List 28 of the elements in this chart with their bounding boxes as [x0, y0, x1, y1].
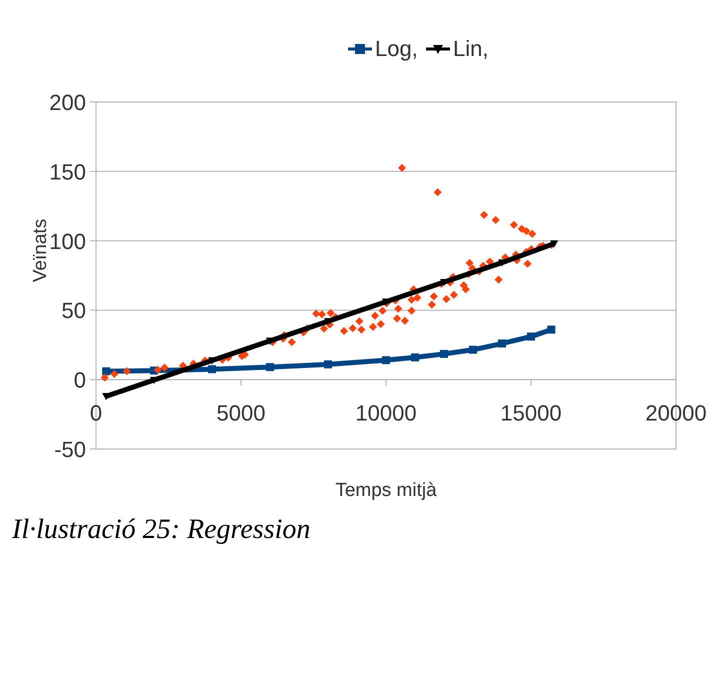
y-axis-title: Veïnats [30, 218, 51, 282]
point [440, 350, 448, 358]
y-tick-label: 150 [49, 159, 86, 184]
y-tick-label: -50 [54, 437, 86, 462]
legend-label: Lin, [453, 36, 488, 61]
y-tick-label: 50 [62, 298, 86, 324]
y-tick-label: 200 [49, 90, 86, 115]
point [324, 360, 332, 368]
x-tick-label: 0 [90, 400, 102, 426]
x-axis-title: Temps mitjà [335, 480, 438, 501]
point [469, 346, 477, 354]
y-tick-label: 100 [49, 228, 86, 254]
point [527, 332, 535, 341]
point [382, 356, 390, 364]
x-tick-label: 15000 [500, 400, 562, 426]
point [102, 367, 110, 376]
text: Il·lustració 25: Regression [11, 514, 310, 545]
x-tick-label: 10000 [355, 400, 417, 426]
x-tick-label: 5000 [216, 400, 266, 426]
point [266, 363, 274, 372]
point [411, 353, 419, 362]
y-tick-label: 0 [74, 368, 86, 393]
point [498, 340, 506, 348]
point [208, 365, 216, 374]
point [550, 240, 558, 248]
point [547, 326, 556, 334]
x-tick-label: 20000 [645, 400, 707, 426]
legend-label: Log, [375, 36, 418, 61]
